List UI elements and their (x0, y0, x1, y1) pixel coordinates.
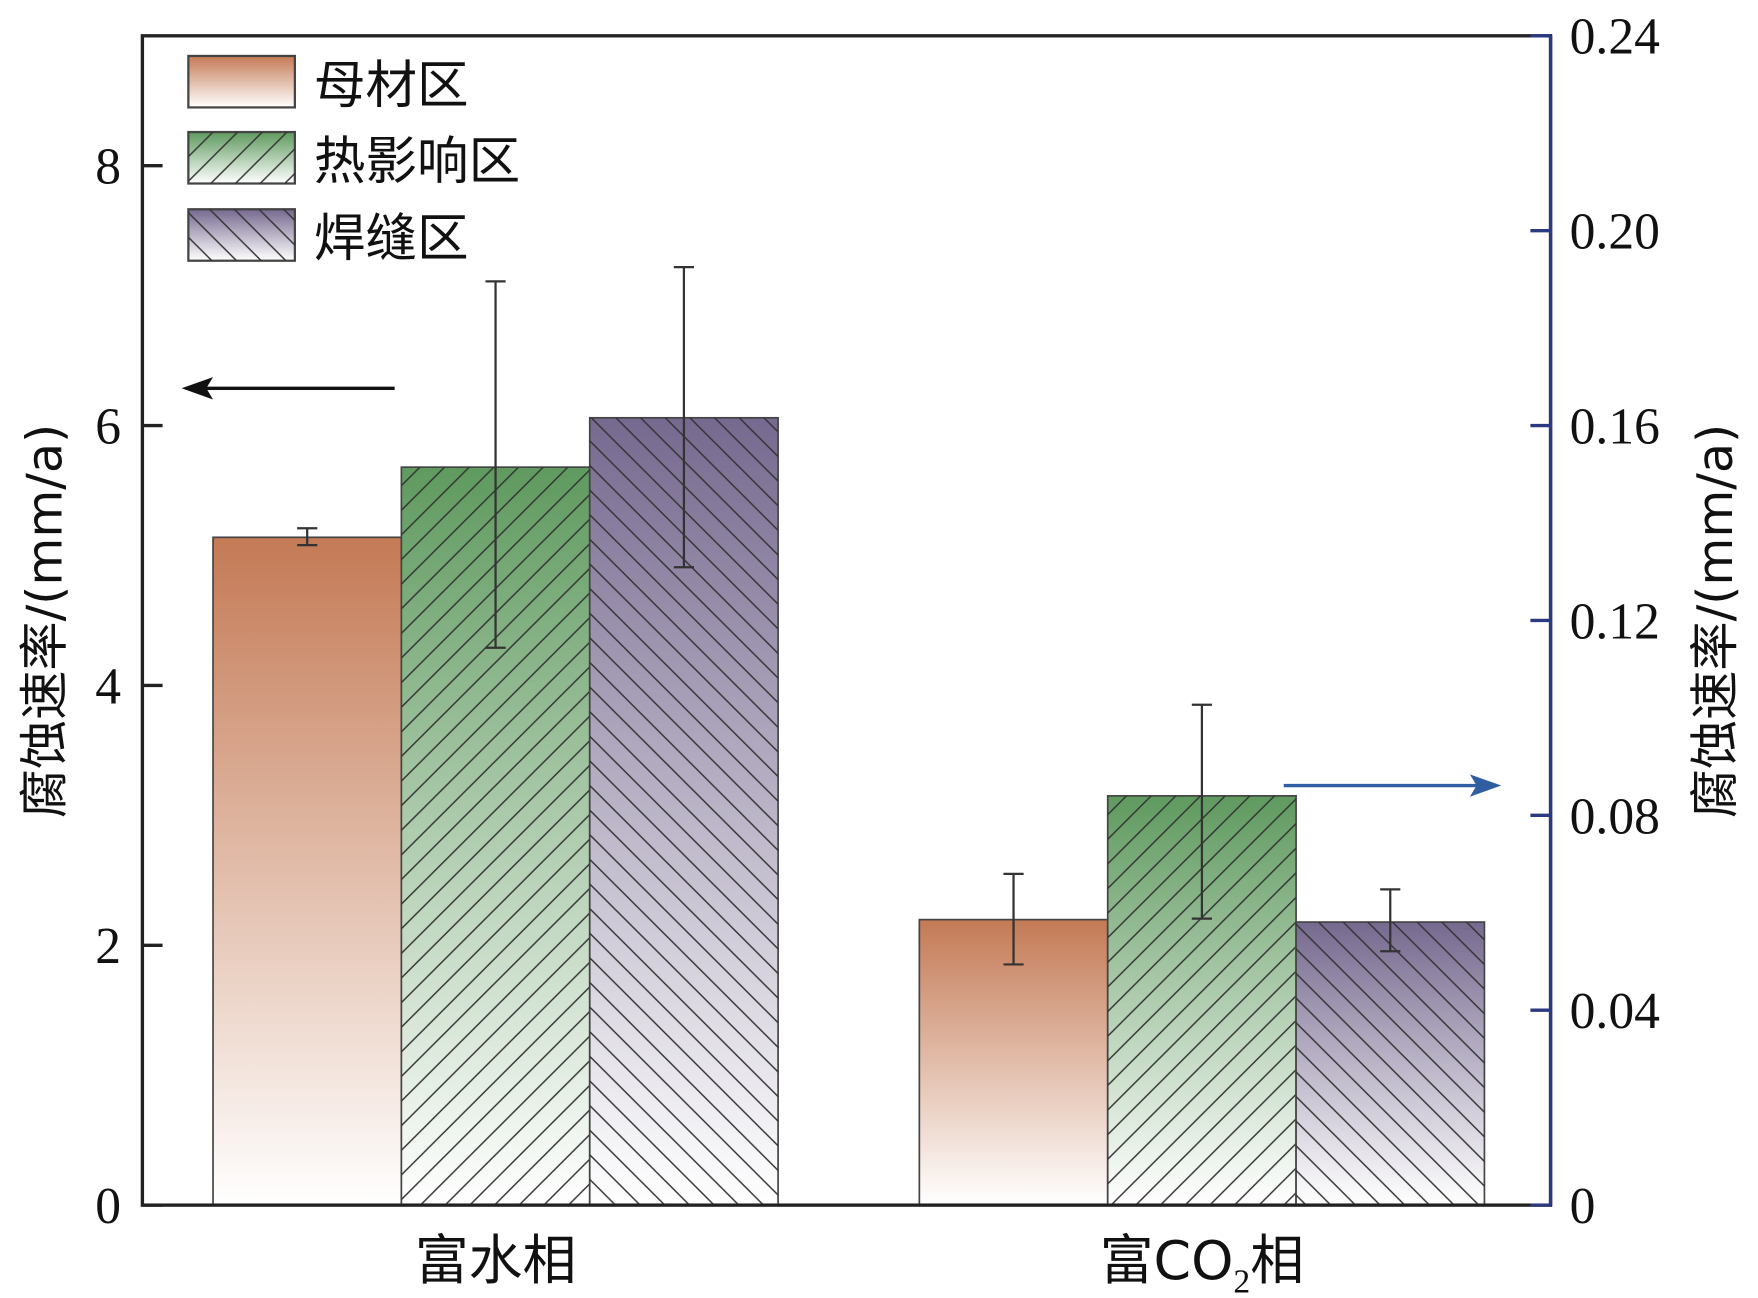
y-tick-label-right: 0.20 (1570, 204, 1660, 261)
legend-swatch-hatch (188, 209, 295, 261)
y-tick-label-right: 0.12 (1570, 593, 1660, 650)
legend-label: 热影响区 (314, 132, 520, 192)
legend-label: 母材区 (314, 56, 469, 116)
legend-swatch (187, 54, 296, 109)
error-bar-0-1 (1003, 872, 1024, 966)
bar-hatch-2-1 (1296, 922, 1485, 1206)
error-bar-1-0 (485, 280, 506, 649)
x-tick-label-water: 富水相 (415, 1229, 576, 1292)
y-tick-label-left: 0 (95, 1178, 121, 1235)
error-bar-1-1 (1191, 703, 1212, 920)
y-tick-label-left: 4 (95, 658, 121, 715)
error-bars-layer (297, 265, 1401, 966)
y-tick-label-right: 0.04 (1570, 983, 1660, 1040)
y-axis-label-left: 腐蚀速率/(mm/a) (16, 424, 74, 818)
error-bar-0-0 (297, 527, 318, 547)
legend-swatch-hatch (188, 132, 295, 184)
y-axis-label-right: 腐蚀速率/(mm/a) (1686, 424, 1744, 818)
bar-0-1 (918, 918, 1109, 1206)
legend-item-1: 热影响区 (187, 130, 520, 192)
error-bar-2-1 (1380, 888, 1401, 953)
legend-item-2: 焊缝区 (187, 208, 469, 269)
y-tick-label-left: 6 (95, 399, 121, 456)
bars-layer (212, 416, 1486, 1206)
legend-label: 焊缝区 (314, 209, 469, 269)
ticks-layer: 0 2 4 6 8 0 0.04 0.08 0.12 0.16 0.20 0.24 (95, 9, 1660, 1235)
legend-item-0: 母材区 (187, 54, 469, 116)
error-bar-2-0 (673, 265, 695, 569)
y-tick-label-right: 0.08 (1570, 788, 1660, 845)
x-tick-label-co2: 富CO2相 (1100, 1229, 1304, 1298)
y-tick-label-right: 0 (1570, 1178, 1596, 1235)
right-arrow (1283, 774, 1502, 797)
left-arrow (181, 377, 395, 400)
y-tick-label-left: 8 (95, 139, 121, 196)
y-tick-label-right: 0.16 (1570, 399, 1660, 456)
y-tick-label-right: 0.24 (1570, 9, 1660, 66)
y-tick-label-left: 2 (95, 918, 121, 975)
bar-0-0 (212, 536, 403, 1206)
